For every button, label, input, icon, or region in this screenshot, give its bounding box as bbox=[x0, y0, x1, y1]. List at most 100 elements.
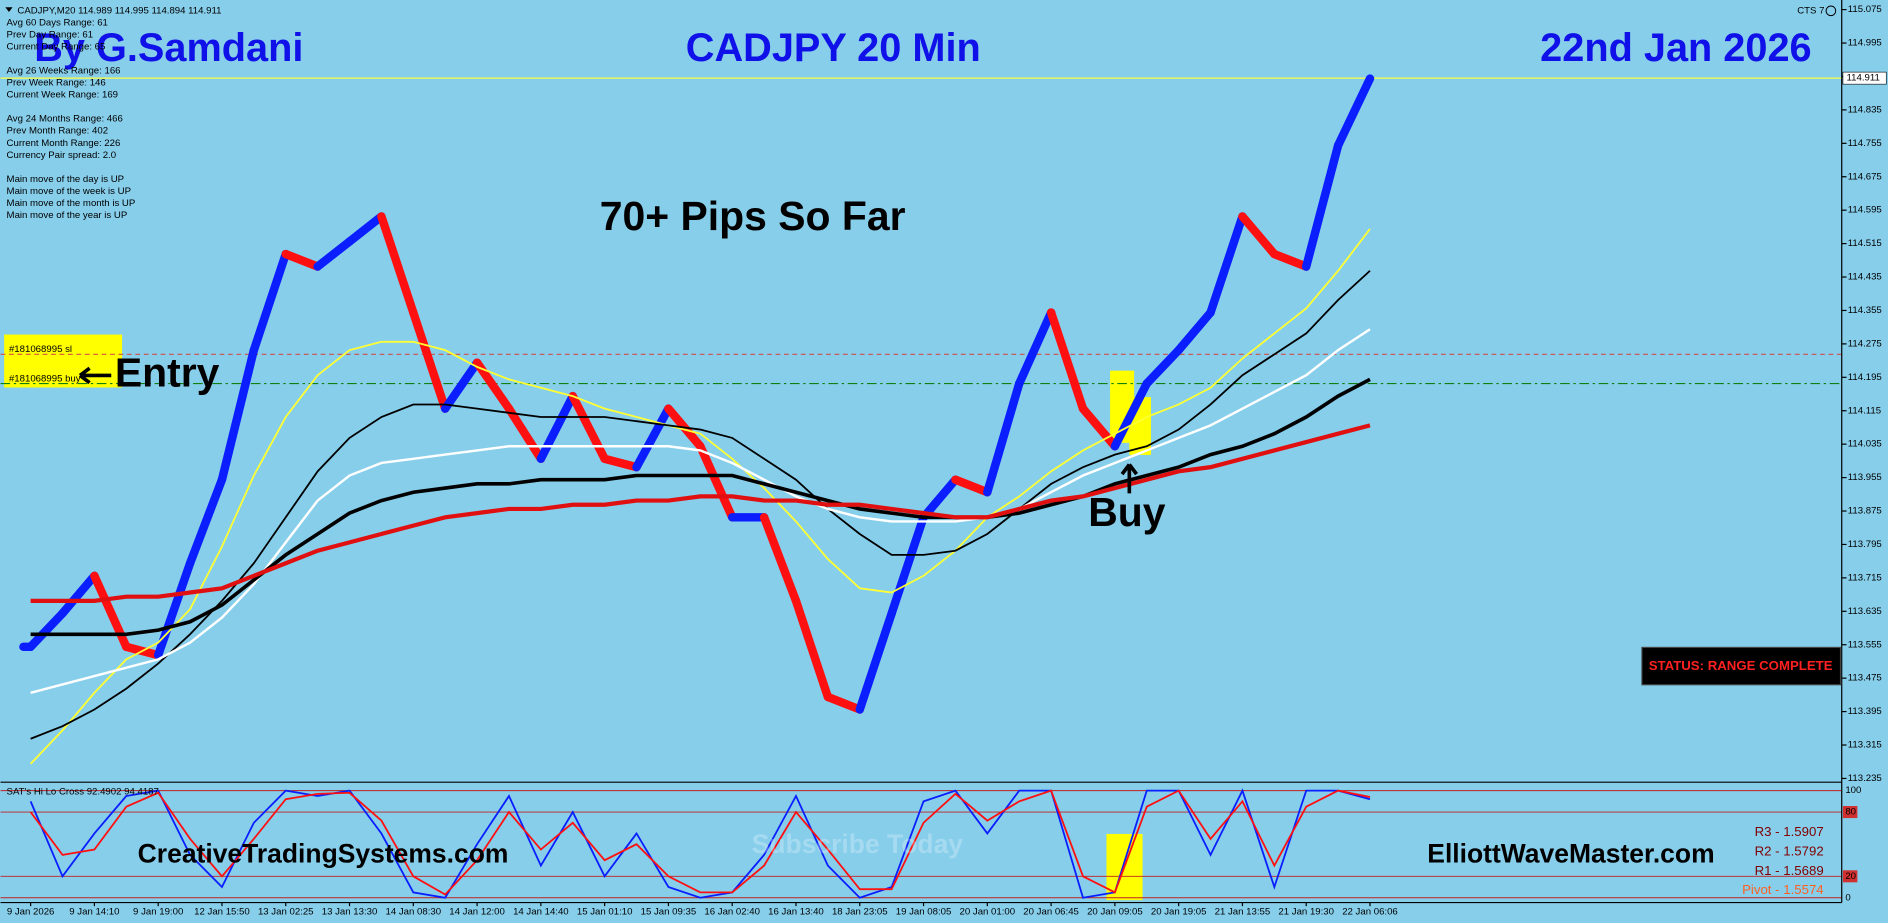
series-line bbox=[30, 423, 1371, 603]
info-line: Current Day Range: 65 bbox=[7, 41, 106, 52]
y-tick-label: 114.035 bbox=[1848, 439, 1882, 450]
y-tick-label: 114.595 bbox=[1848, 205, 1882, 216]
price-bar bbox=[855, 609, 896, 714]
series-line bbox=[30, 377, 1371, 637]
buy-arrow bbox=[1120, 463, 1138, 494]
y-tick-label: 113.875 bbox=[1848, 506, 1882, 517]
y-tick-label: 115.075 bbox=[1848, 4, 1882, 15]
price-bar bbox=[600, 454, 641, 472]
indicator-title: SAT's Hi Lo Cross 92.4902 94.4187 bbox=[7, 786, 159, 797]
entry-annotation: Entry bbox=[115, 349, 220, 395]
current-price-box bbox=[1842, 71, 1887, 85]
footer-right: ElliottWaveMaster.com bbox=[1427, 839, 1714, 869]
level-box bbox=[1842, 870, 1858, 883]
y-tick-label: 114.195 bbox=[1848, 372, 1882, 383]
watermark: Subscribe Today bbox=[752, 829, 964, 859]
x-tick-label: 14 Jan 12:00 bbox=[449, 907, 505, 918]
price-bar bbox=[696, 442, 737, 522]
info-line: Currency Pair spread: 2.0 bbox=[7, 150, 117, 161]
price-bar bbox=[1014, 308, 1056, 388]
y-tick-label: 114.515 bbox=[1848, 238, 1882, 249]
x-tick-label: 18 Jan 23:05 bbox=[832, 907, 888, 918]
x-tick-label: 21 Jan 19:30 bbox=[1278, 907, 1334, 918]
price-bar bbox=[823, 692, 864, 714]
info-line: Avg 24 Months Range: 466 bbox=[7, 114, 123, 125]
price-bar bbox=[153, 559, 195, 660]
info-line: Current Week Range: 169 bbox=[7, 90, 118, 101]
info-line: Prev Day Range: 61 bbox=[7, 29, 94, 40]
price-bar bbox=[440, 358, 482, 413]
x-tick-label: 21 Jan 13:55 bbox=[1215, 907, 1271, 918]
price-bar bbox=[313, 237, 354, 271]
price-bar bbox=[1238, 212, 1279, 259]
x-tick-label: 9 Jan 14:10 bbox=[69, 907, 119, 918]
level-box bbox=[1842, 806, 1858, 819]
y-tick-label: 114.435 bbox=[1848, 272, 1882, 283]
series-line bbox=[29, 228, 1371, 765]
info-line: Main move of the year is UP bbox=[7, 210, 128, 221]
price-bar bbox=[185, 475, 227, 568]
y-tick-label: 113.395 bbox=[1848, 706, 1882, 717]
x-tick-label: 13 Jan 13:30 bbox=[322, 907, 378, 918]
x-tick-label: 12 Jan 15:50 bbox=[194, 907, 250, 918]
price-bar bbox=[26, 609, 67, 652]
x-tick-label: 9 Jan 2026 bbox=[7, 907, 55, 918]
x-tick-label: 20 Jan 01:00 bbox=[960, 907, 1016, 918]
series-line bbox=[30, 270, 1371, 740]
x-tick-label: 19 Jan 08:05 bbox=[896, 907, 952, 918]
menu-icon bbox=[5, 7, 13, 13]
price-bar bbox=[1206, 212, 1247, 317]
pivot-label: R1 - 1.5689 bbox=[1755, 863, 1824, 878]
pips-annotation: 70+ Pips So Far bbox=[600, 193, 906, 239]
price-bar bbox=[377, 212, 418, 317]
chart-title: CADJPY 20 Min bbox=[686, 26, 981, 70]
y-tick-label: 114.115 bbox=[1848, 405, 1881, 416]
pivot-label: Pivot - 1.5574 bbox=[1742, 882, 1824, 897]
current-price-label: 114.911 bbox=[1847, 73, 1880, 84]
pivot-label: R2 - 1.5792 bbox=[1755, 844, 1824, 859]
info-line: Prev Month Range: 402 bbox=[7, 126, 108, 137]
y-tick-label: 114.755 bbox=[1848, 138, 1882, 149]
x-tick-label: 20 Jan 06:45 bbox=[1023, 907, 1079, 918]
info-line: Avg 60 Days Range: 61 bbox=[7, 17, 108, 28]
price-bar bbox=[1302, 141, 1343, 271]
price-bar bbox=[409, 308, 450, 413]
plot-area bbox=[0, 74, 1842, 899]
info-line: Avg 26 Weeks Range: 166 bbox=[7, 66, 121, 77]
x-tick-label: 20 Jan 19:05 bbox=[1151, 907, 1207, 918]
x-tick-label: 9 Jan 19:00 bbox=[133, 907, 183, 918]
price-bar bbox=[568, 391, 609, 464]
x-tick-label: 16 Jan 13:40 bbox=[768, 907, 824, 918]
y-tick-label: 113.955 bbox=[1848, 472, 1882, 483]
trade-label-box bbox=[4, 334, 123, 388]
pivot-label: R3 - 1.5907 bbox=[1755, 824, 1824, 839]
price-bar bbox=[536, 391, 577, 464]
y-tick-label: 113.795 bbox=[1848, 539, 1882, 550]
price-bar bbox=[1333, 74, 1375, 150]
price-bar bbox=[791, 596, 833, 702]
price-bar bbox=[1270, 249, 1311, 271]
x-tick-label: 14 Jan 14:40 bbox=[513, 907, 569, 918]
price-bar bbox=[281, 249, 322, 271]
price-bar bbox=[1078, 404, 1120, 451]
price-bar bbox=[887, 513, 928, 618]
price-bar bbox=[632, 404, 673, 472]
x-tick-label: 13 Jan 02:25 bbox=[258, 907, 314, 918]
price-bar bbox=[472, 358, 514, 413]
y-tick-label: 113.315 bbox=[1848, 740, 1882, 751]
price-bar bbox=[1046, 308, 1088, 413]
price-bar bbox=[58, 571, 99, 618]
y-tick-label: 113.715 bbox=[1848, 572, 1882, 583]
price-bar bbox=[249, 249, 290, 355]
footer-left: CreativeTradingSystems.com bbox=[138, 839, 509, 869]
y-tick-label: 80 bbox=[1845, 807, 1856, 818]
x-tick-label: 20 Jan 09:05 bbox=[1087, 907, 1143, 918]
price-bar bbox=[983, 379, 1024, 497]
y-tick-label: 114.355 bbox=[1848, 305, 1882, 316]
y-tick-label: 113.555 bbox=[1848, 639, 1882, 650]
author: By G.Samdani bbox=[34, 26, 303, 70]
price-bar bbox=[919, 475, 960, 522]
